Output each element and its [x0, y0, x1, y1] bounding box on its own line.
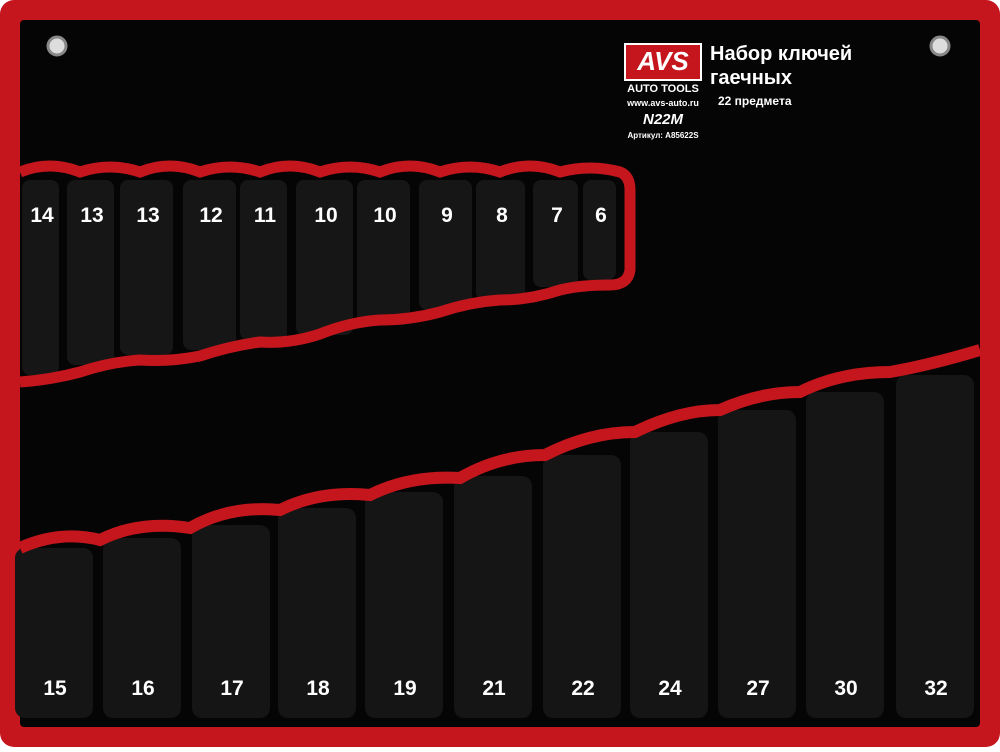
pocket — [454, 476, 532, 718]
pocket — [22, 180, 59, 375]
article: Артикул: A85622S — [627, 131, 699, 140]
pocket — [120, 180, 173, 355]
site: www.avs-auto.ru — [626, 98, 699, 108]
pocket — [543, 455, 621, 718]
subtitle: 22 предмета — [718, 94, 792, 108]
pocket — [896, 375, 974, 718]
size-label: 27 — [746, 677, 769, 700]
size-label: 9 — [441, 204, 453, 227]
size-label: 17 — [220, 677, 243, 700]
size-label: 10 — [373, 204, 396, 227]
size-label: 18 — [306, 677, 330, 700]
pocket — [357, 180, 410, 325]
grommet — [46, 35, 68, 57]
top-pocket-edge — [17, 160, 636, 388]
model: N22M — [643, 111, 684, 128]
pocket — [476, 180, 525, 300]
pocket — [533, 180, 578, 287]
title: Набор ключей — [710, 43, 852, 65]
size-label: 13 — [136, 204, 159, 227]
size-label: 13 — [80, 204, 103, 227]
pocket — [806, 392, 884, 718]
pocket — [103, 538, 181, 718]
logo-box — [624, 43, 702, 81]
size-label: 12 — [199, 204, 222, 227]
pocket — [718, 410, 796, 718]
size-label: 6 — [595, 204, 607, 227]
logo-sub: AUTO TOOLS — [627, 83, 699, 95]
size-label: 30 — [834, 677, 857, 700]
pocket — [583, 180, 616, 280]
logo: AVS — [636, 46, 689, 76]
size-label: 15 — [43, 677, 67, 700]
pocket — [419, 180, 472, 310]
size-label: 8 — [496, 204, 508, 227]
pocket — [278, 508, 356, 718]
size-label: 16 — [131, 677, 154, 700]
pocket — [296, 180, 353, 335]
size-label: 7 — [551, 204, 563, 227]
size-label: 19 — [393, 677, 416, 700]
title: гаечных — [710, 67, 792, 89]
pockets — [15, 180, 974, 718]
size-label: 22 — [571, 677, 594, 700]
size-label: 10 — [314, 204, 337, 227]
size-label: 32 — [924, 677, 947, 700]
size-label: 24 — [658, 677, 682, 700]
size-label: 14 — [30, 204, 54, 227]
pocket — [240, 180, 287, 340]
pocket — [67, 180, 114, 365]
pocket — [192, 525, 270, 718]
size-label: 11 — [254, 204, 277, 227]
pocket — [15, 548, 93, 718]
bottom-pocket-edge — [17, 344, 982, 554]
pocket — [365, 492, 443, 718]
size-label: 21 — [482, 677, 506, 700]
grommet — [929, 35, 951, 57]
pocket — [630, 432, 708, 718]
pocket — [183, 180, 236, 350]
